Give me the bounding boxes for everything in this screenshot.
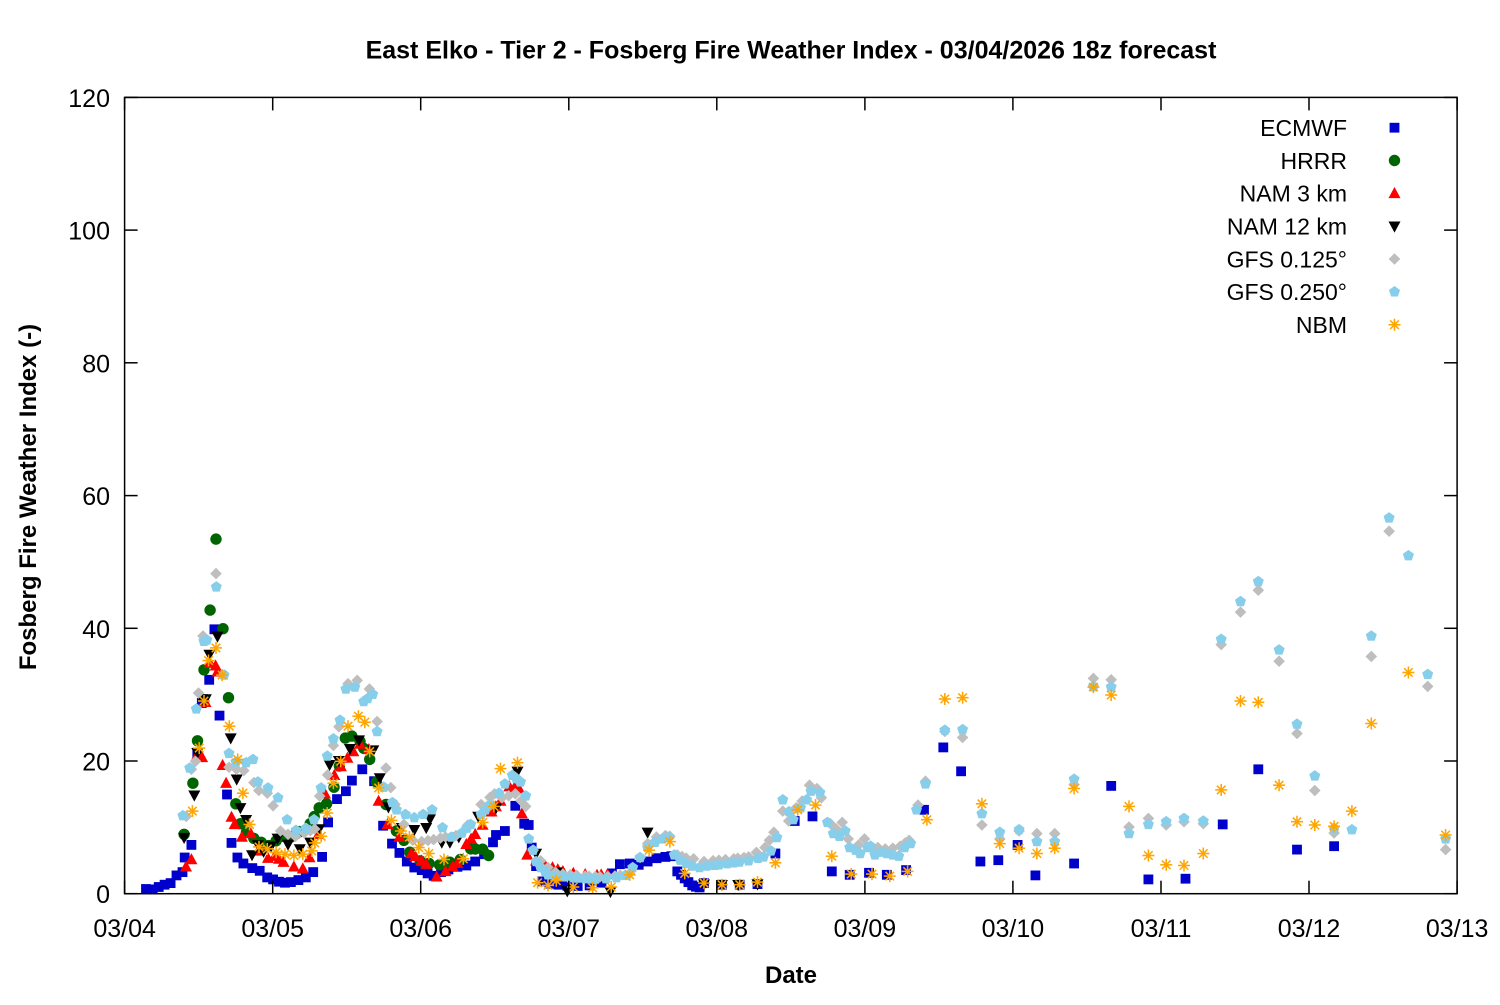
svg-text:HRRR: HRRR [1281,148,1347,174]
svg-text:0: 0 [96,881,110,909]
svg-text:20: 20 [82,749,110,777]
svg-text:ECMWF: ECMWF [1260,115,1347,141]
svg-text:Date: Date [765,962,817,989]
svg-text:03/06: 03/06 [389,915,452,943]
svg-text:03/10: 03/10 [982,915,1045,943]
svg-text:GFS 0.250°: GFS 0.250° [1227,279,1347,305]
svg-text:60: 60 [82,483,110,511]
svg-text:03/05: 03/05 [241,915,304,943]
svg-text:120: 120 [68,85,110,113]
svg-text:03/08: 03/08 [686,915,749,943]
svg-text:03/07: 03/07 [538,915,601,943]
svg-text:GFS 0.125°: GFS 0.125° [1227,246,1347,272]
svg-text:80: 80 [82,350,110,378]
svg-text:03/13: 03/13 [1426,915,1489,943]
svg-text:03/12: 03/12 [1278,915,1341,943]
svg-text:Fosberg Fire Weather Index (-): Fosberg Fire Weather Index (-) [15,324,42,670]
svg-text:NBM: NBM [1296,312,1347,338]
svg-text:40: 40 [82,616,110,644]
svg-text:NAM 12 km: NAM 12 km [1227,214,1347,240]
svg-text:East Elko - Tier 2 - Fosberg F: East Elko - Tier 2 - Fosberg Fire Weathe… [366,37,1217,65]
svg-text:03/11: 03/11 [1131,915,1192,943]
svg-text:03/09: 03/09 [834,915,897,943]
svg-text:03/04: 03/04 [93,915,156,943]
svg-text:100: 100 [68,218,110,246]
svg-text:NAM 3 km: NAM 3 km [1240,181,1347,207]
